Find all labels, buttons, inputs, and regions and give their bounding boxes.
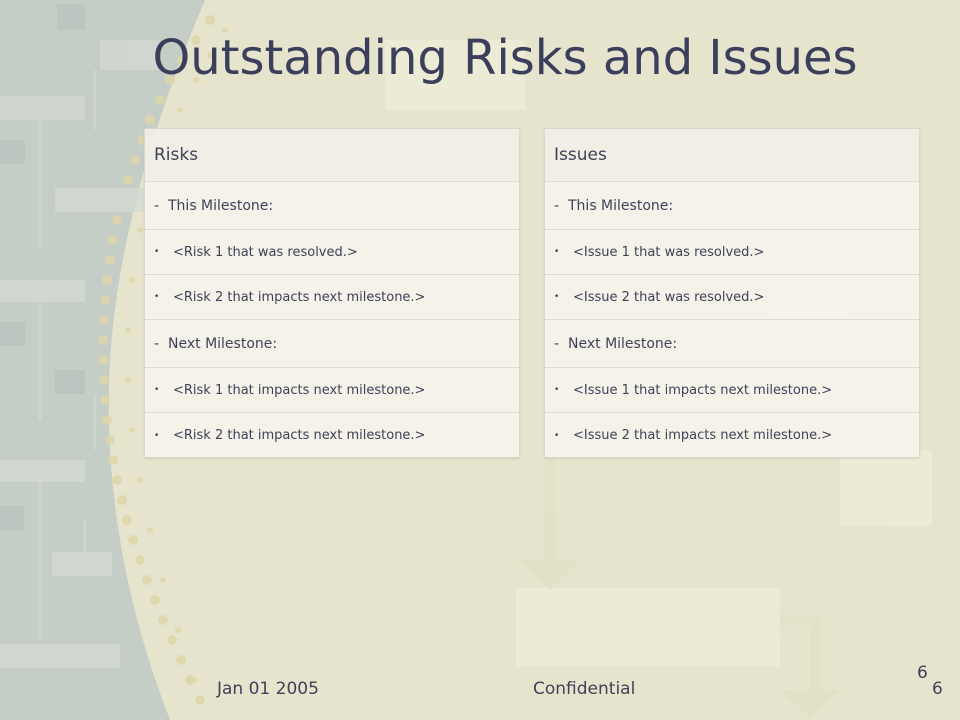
list-item: • <Risk 1 that was resolved.> [144,230,520,275]
issue-item-text: <Issue 1 that impacts next milestone.> [573,382,833,398]
bullet-icon: • [554,430,560,441]
list-item: • <Issue 2 that was resolved.> [544,275,920,320]
list-item: • <Issue 1 that impacts next milestone.> [544,368,920,413]
bullet-icon: • [554,385,560,395]
risk-item-text: <Risk 2 that impacts next milestone.> [173,289,426,305]
bullet-icon: • [154,385,160,395]
slide-number-lower: 6 [932,679,943,699]
risks-panel: Risks - This Milestone: • <Risk 1 that w… [144,128,520,458]
bullet-icon: • [554,247,560,257]
bullet-icon: • [554,292,560,302]
dash-marker: - [154,197,160,214]
list-item: • <Risk 1 that impacts next milestone.> [144,368,520,413]
dash-marker: - [554,197,560,214]
risk-item-text: <Risk 1 that impacts next milestone.> [173,382,426,398]
footer-date: Jan 01 2005 [217,679,319,699]
issues-next-milestone-label: Next Milestone: [568,335,678,352]
issue-item-text: <Issue 2 that impacts next milestone.> [573,428,833,443]
risks-this-milestone-label: This Milestone: [168,197,274,214]
dash-marker: - [554,335,560,352]
bullet-icon: • [154,292,160,302]
issues-panel: Issues - This Milestone: • <Issue 1 that… [544,128,920,458]
list-item: • <Risk 2 that impacts next milestone.> [144,275,520,320]
list-item: • <Issue 2 that impacts next milestone.> [544,413,920,458]
risks-next-milestone: - Next Milestone: [144,320,520,368]
slide-title: Outstanding Risks and Issues [152,30,858,86]
dash-marker: - [154,335,160,352]
issues-header: Issues [544,128,920,182]
footer-confidential: Confidential [533,679,636,699]
risks-this-milestone: - This Milestone: [144,182,520,230]
issue-item-text: <Issue 2 that was resolved.> [573,289,765,305]
bullet-icon: • [154,430,160,441]
issues-this-milestone: - This Milestone: [544,182,920,230]
issues-next-milestone: - Next Milestone: [544,320,920,368]
risks-next-milestone-label: Next Milestone: [168,335,278,352]
risk-item-text: <Risk 1 that was resolved.> [173,244,358,260]
issue-item-text: <Issue 1 that was resolved.> [573,244,765,260]
risk-item-text: <Risk 2 that impacts next milestone.> [173,428,426,443]
slide-number-upper: 6 [917,663,928,683]
list-item: • <Risk 2 that impacts next milestone.> [144,413,520,458]
bullet-icon: • [154,247,160,257]
issues-this-milestone-label: This Milestone: [568,197,674,214]
risks-header: Risks [144,128,520,182]
list-item: • <Issue 1 that was resolved.> [544,230,920,275]
